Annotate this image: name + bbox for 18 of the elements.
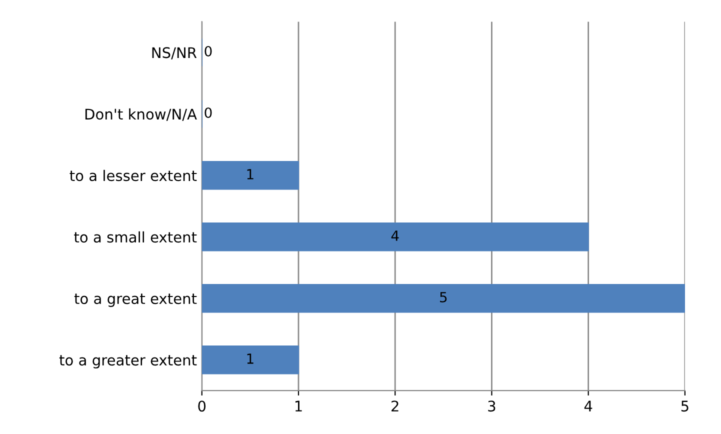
y-tick-label: to a greater extent <box>59 355 197 368</box>
data-label: 0 <box>204 107 212 118</box>
data-label: 1 <box>247 354 254 364</box>
data-label: 1 <box>247 169 254 180</box>
y-tick-label: Don't know/N/A <box>85 108 197 121</box>
y-tick-label: to a lesser extent <box>70 170 197 182</box>
x-tick-label: 5 <box>681 400 688 412</box>
data-label: 5 <box>440 292 447 302</box>
data-label: 0 <box>204 46 212 56</box>
y-tick-label: to a small extent <box>74 231 197 243</box>
y-tick-label: NS/NR <box>152 47 197 60</box>
y-tick-label: to a great extent <box>74 294 197 307</box>
x-tick-label: 4 <box>584 400 592 412</box>
x-tick-label: 2 <box>392 400 398 412</box>
x-tick-label: 0 <box>198 400 206 412</box>
x-tick-label: 1 <box>295 400 302 412</box>
data-label: 4 <box>391 230 399 241</box>
x-tick-label: 3 <box>488 400 496 412</box>
